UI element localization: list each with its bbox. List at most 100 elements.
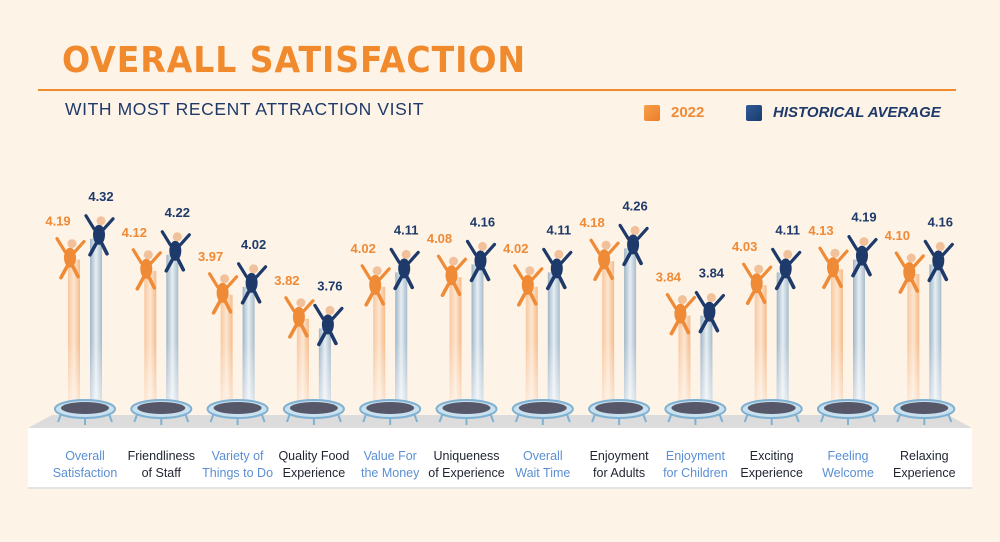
title-divider: [38, 89, 956, 91]
trampoline-legs: [133, 413, 190, 425]
figure-historical-arms: [771, 247, 802, 264]
figure-2022-arms: [360, 264, 391, 281]
figure-2022: [818, 246, 849, 290]
value-label-historical: 4.16: [928, 214, 953, 229]
trampoline: [588, 399, 651, 425]
trampoline: [740, 399, 803, 425]
value-label-historical: 3.84: [699, 266, 725, 281]
figure-historical-body: [93, 224, 105, 245]
value-label-2022: 4.19: [45, 214, 70, 229]
trampoline-mat: [289, 402, 338, 414]
figure-historical-head: [630, 225, 640, 235]
category-label: Variety of: [212, 449, 264, 463]
figure-2022-arms: [894, 251, 925, 268]
bar-2022-glow: [220, 342, 233, 402]
value-label-historical: 4.11: [394, 222, 419, 237]
figure-historical-arms: [542, 247, 573, 264]
category-label: Overall: [65, 449, 105, 463]
trampoline: [664, 399, 727, 425]
trampoline-mat: [824, 402, 872, 414]
figure-historical-arms: [389, 247, 420, 264]
figure-2022-legs: [669, 320, 691, 336]
figure-historical-legs: [393, 275, 415, 291]
figure-historical-head: [249, 264, 259, 274]
trampoline-mat: [137, 402, 186, 414]
figure-2022-arms: [513, 264, 544, 281]
figure-historical-body: [245, 272, 258, 293]
figure-historical-arms: [237, 262, 268, 279]
bar-2022-glow: [678, 342, 691, 402]
bar-2022-glow: [754, 342, 767, 402]
figure-2022-body: [369, 274, 382, 295]
value-label-2022: 3.82: [274, 273, 299, 288]
figure-2022-body: [903, 262, 916, 282]
figure-2022-legs: [135, 275, 157, 291]
figure-2022-head: [830, 248, 840, 258]
category-label: Feeling: [828, 449, 869, 463]
figure-2022-arms: [436, 254, 468, 271]
figure-2022-arms: [742, 262, 773, 279]
figure-2022: [360, 264, 391, 307]
figure-historical-legs: [240, 289, 262, 305]
bar-historical-glow: [853, 342, 865, 402]
figure-2022-body: [216, 282, 229, 303]
figure-2022-head: [67, 239, 77, 249]
figure-2022-body: [64, 247, 76, 268]
figure-historical-arms: [847, 235, 878, 252]
figure-2022-legs: [898, 279, 920, 294]
category-label: Overall: [523, 449, 563, 463]
figure-2022-legs: [516, 291, 538, 307]
figure-historical: [84, 214, 115, 257]
trampoline-mat: [61, 402, 109, 414]
figure-2022-arms: [818, 246, 849, 263]
trampoline: [435, 399, 498, 425]
figure-2022-head: [906, 253, 916, 263]
legend-label-historical: HISTORICAL AVERAGE: [773, 104, 941, 121]
figure-historical-arms: [694, 291, 726, 308]
trampoline: [817, 399, 879, 425]
figure-2022: [131, 248, 162, 291]
figure-2022-body: [750, 273, 763, 294]
trampoline: [511, 399, 574, 425]
trampoline-legs: [591, 413, 648, 425]
figure-historical-body: [703, 301, 716, 322]
legend-label-2022: 2022: [671, 104, 705, 121]
platform-edge: [28, 487, 972, 489]
figure-2022-legs: [288, 323, 309, 339]
figure-historical-arms: [313, 303, 344, 320]
figure-historical-body: [321, 314, 334, 335]
figure-historical-head: [172, 232, 182, 242]
bar-2022-glow: [373, 342, 386, 402]
figure-historical: [923, 239, 954, 283]
bar-2022-glow: [525, 342, 538, 402]
figure-historical-arms: [160, 230, 191, 247]
figure-2022-legs: [745, 290, 767, 306]
figure-2022-head: [143, 250, 153, 260]
figure-historical-legs: [545, 275, 567, 291]
figure-historical-body: [550, 258, 563, 279]
figure-2022-head: [525, 266, 535, 276]
figure-2022-arms: [131, 248, 162, 265]
value-label-historical: 4.32: [88, 189, 113, 204]
figure-historical-body: [398, 258, 411, 279]
trampoline-mat: [900, 402, 949, 414]
figure-2022-head: [677, 295, 687, 305]
category-label: Relaxing: [900, 449, 949, 463]
bar-historical-glow: [776, 342, 789, 402]
value-label-2022: 4.08: [427, 231, 452, 246]
legend-swatch-2022: [644, 104, 660, 121]
trampoline-legs: [209, 413, 266, 425]
trampoline-legs: [743, 413, 800, 425]
figure-historical: [542, 247, 573, 291]
figure-historical-head: [96, 216, 106, 226]
figure-2022: [208, 272, 239, 315]
figure-2022-legs: [211, 299, 233, 315]
figure-2022: [589, 238, 620, 282]
legend-swatch-historical: [746, 104, 762, 121]
figure-historical-body: [169, 240, 182, 261]
figure-historical-legs: [927, 267, 949, 283]
platform-front: [28, 428, 972, 488]
figure-2022-head: [296, 298, 306, 308]
figure-2022-legs: [440, 282, 462, 298]
value-label-historical: 3.76: [317, 278, 342, 293]
